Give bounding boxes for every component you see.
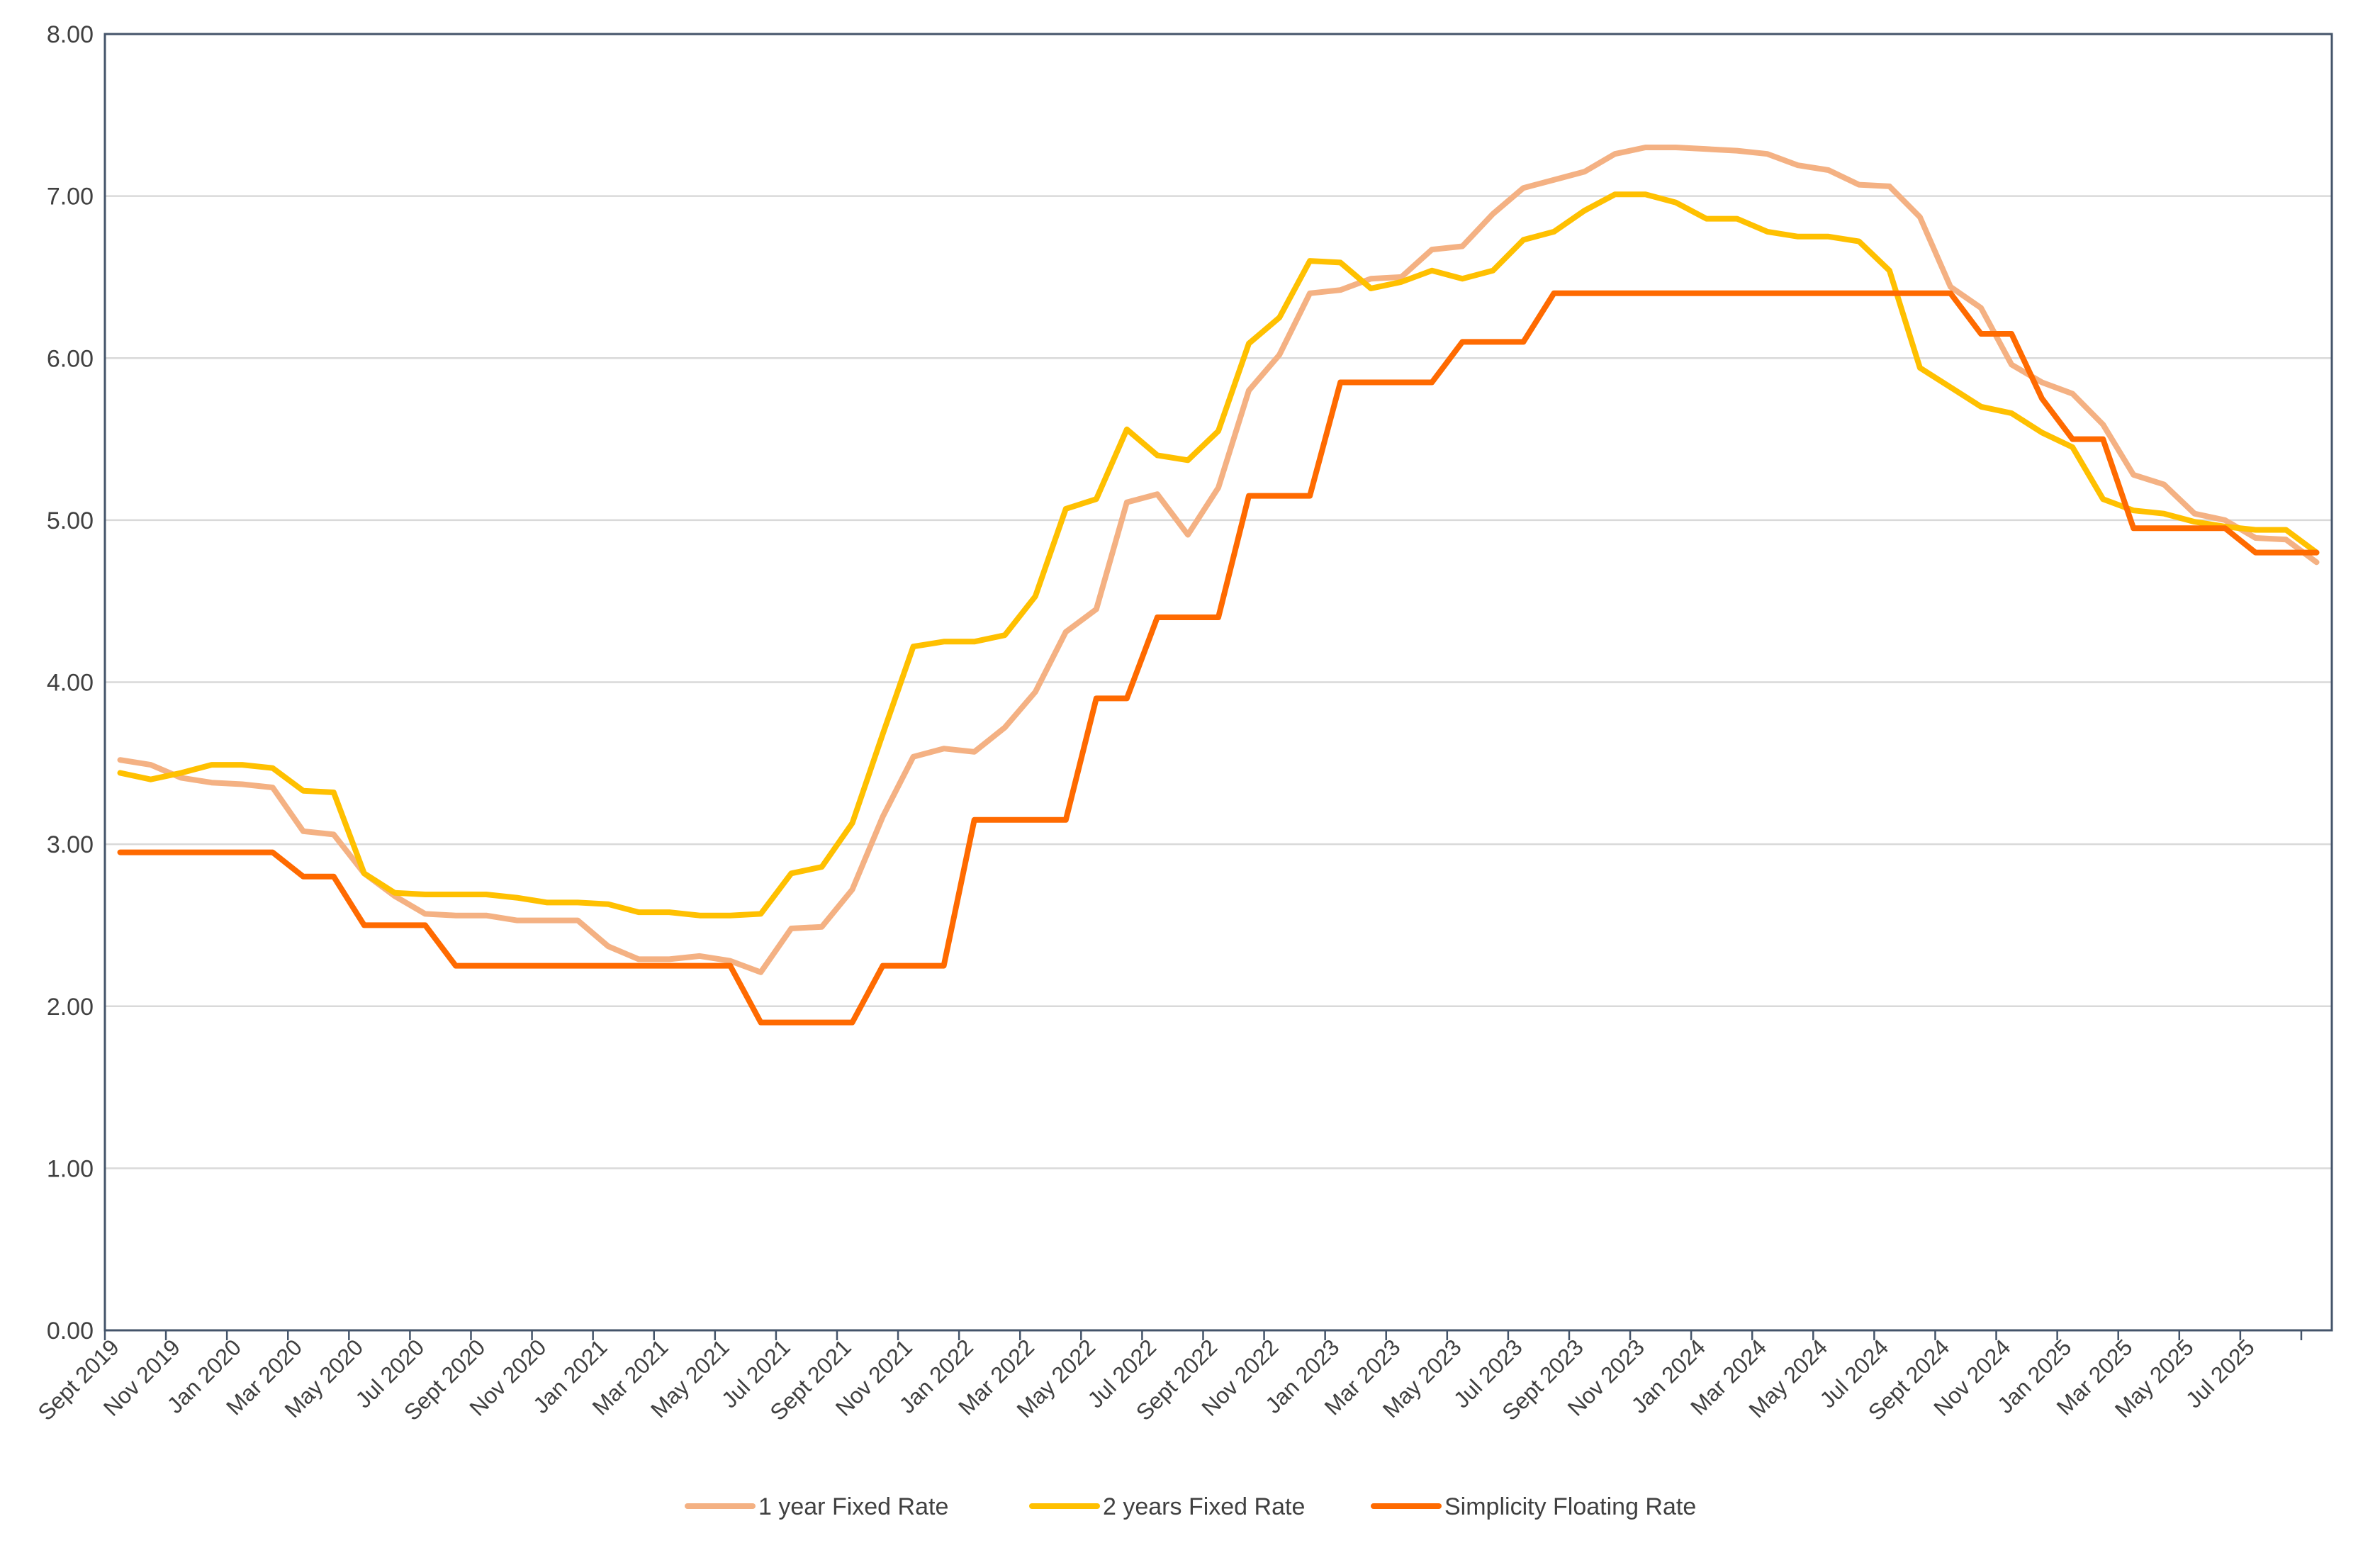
y-axis-tick-labels: 0.00 1.00 2.00 3.00 4.00 5.00 6.00 7.00 8.00 [47,21,94,1345]
y-tick-label: 5.00 [47,507,94,534]
y-tick-label: 4.00 [47,670,94,697]
gridlines [105,195,2332,1169]
y-tick-label: 1.00 [47,1155,94,1182]
series-line-3 [117,290,2320,1026]
y-tick-label: 6.00 [47,345,94,372]
legend-label: 2 years Fixed Rate [1103,1493,1305,1520]
y-tick-label: 8.00 [47,21,94,48]
legend-label: 1 year Fixed Rate [758,1493,948,1520]
y-tick-label: 0.00 [47,1318,94,1345]
plot-area-border [103,33,2333,1332]
y-tick-label: 2.00 [47,994,94,1021]
series-line-2 [117,191,2320,919]
series-line-1 [117,145,2320,975]
series-lines [117,145,2320,1026]
legend: 1 year Fixed Rate 2 years Fixed Rate Simpl… [685,1493,1696,1520]
y-tick-label: 7.00 [47,184,94,210]
legend-label: Simplicity Floating Rate [1444,1493,1696,1520]
y-tick-label: 3.00 [47,831,94,858]
